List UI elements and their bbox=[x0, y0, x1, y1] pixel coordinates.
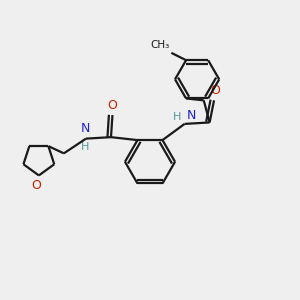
Text: N: N bbox=[187, 110, 196, 122]
Text: O: O bbox=[210, 84, 220, 97]
Text: H: H bbox=[81, 142, 89, 152]
Text: O: O bbox=[31, 179, 41, 192]
Text: CH₃: CH₃ bbox=[151, 40, 170, 50]
Text: O: O bbox=[107, 98, 117, 112]
Text: N: N bbox=[80, 122, 90, 135]
Text: H: H bbox=[173, 112, 181, 122]
